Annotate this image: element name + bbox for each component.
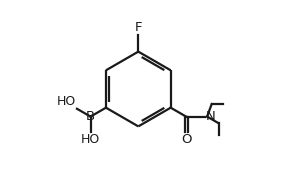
Text: HO: HO xyxy=(57,95,76,108)
Text: F: F xyxy=(135,21,142,34)
Text: N: N xyxy=(206,110,215,123)
Text: B: B xyxy=(86,110,95,123)
Text: HO: HO xyxy=(81,133,100,146)
Text: O: O xyxy=(181,133,191,146)
